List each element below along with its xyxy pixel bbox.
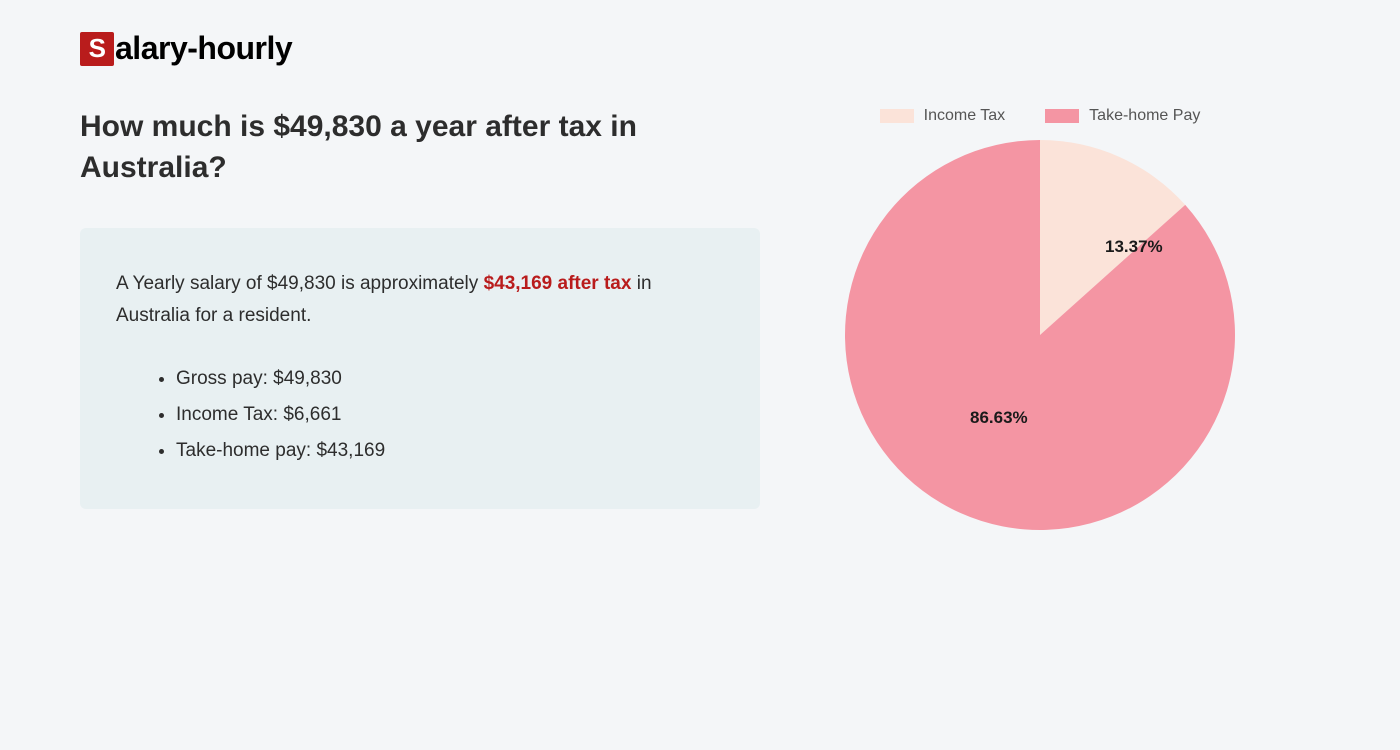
slice-label: 13.37% <box>1105 237 1163 257</box>
summary-pre: A Yearly salary of $49,830 is approximat… <box>116 273 484 294</box>
page-title: How much is $49,830 a year after tax in … <box>80 107 760 188</box>
pie-chart: 13.37% 86.63% <box>840 135 1240 535</box>
legend-swatch <box>880 109 914 123</box>
summary-text: A Yearly salary of $49,830 is approximat… <box>116 268 724 333</box>
detail-item: Take-home pay: $43,169 <box>176 433 724 469</box>
detail-item: Gross pay: $49,830 <box>176 361 724 397</box>
legend-item: Income Tax <box>880 107 1006 125</box>
details-list: Gross pay: $49,830 Income Tax: $6,661 Ta… <box>116 361 724 469</box>
legend-swatch <box>1045 109 1079 123</box>
summary-highlight: $43,169 after tax <box>484 273 632 294</box>
chart-legend: Income Tax Take-home Pay <box>880 107 1201 125</box>
slice-label: 86.63% <box>970 408 1028 428</box>
detail-item: Income Tax: $6,661 <box>176 397 724 433</box>
logo-text: alary-hourly <box>115 30 292 67</box>
legend-item: Take-home Pay <box>1045 107 1200 125</box>
legend-label: Income Tax <box>924 107 1006 125</box>
legend-label: Take-home Pay <box>1089 107 1200 125</box>
logo-badge: S <box>80 32 114 66</box>
summary-box: A Yearly salary of $49,830 is approximat… <box>80 228 760 509</box>
site-logo: Salary-hourly <box>80 30 1320 67</box>
